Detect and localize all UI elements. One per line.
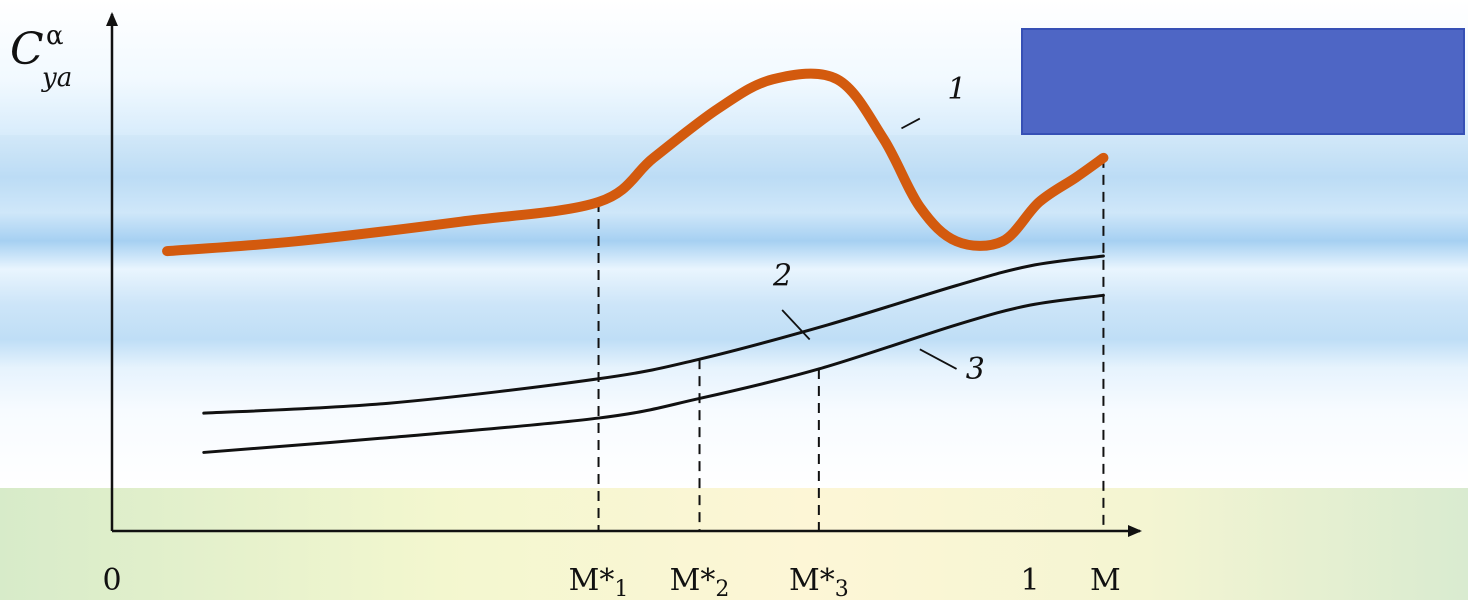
curve-label-leaders	[781, 117, 957, 370]
series-3-line	[202, 293, 1105, 454]
curve-label-2: 2	[772, 259, 792, 294]
tick-m2-label: M*2	[670, 563, 730, 600]
y-axis-label-sub: ya	[41, 63, 72, 93]
background-middle-band	[0, 135, 1468, 488]
curve-label-3-leader	[919, 348, 957, 370]
background-bottom-band	[0, 488, 1468, 600]
curve-label-2-leader	[781, 309, 811, 341]
legend-box	[1021, 28, 1465, 135]
x-tick-labels: 0 M*1 M*2 M*3 1	[102, 563, 1039, 600]
y-axis-label: C ya α	[10, 21, 72, 93]
curve-label-1: 1	[947, 72, 966, 107]
series-group	[162, 68, 1109, 454]
tick-0-label: 0	[102, 563, 121, 598]
x-axis-label: M	[1090, 563, 1121, 598]
series-2-line	[202, 254, 1105, 415]
tick-m1-label: M*1	[569, 563, 629, 600]
curve-labels: 1 2 3	[772, 72, 985, 387]
series-1-line	[162, 68, 1109, 257]
y-axis-label-sup: α	[46, 21, 64, 51]
axes	[106, 12, 1142, 537]
dashed-guides	[597, 157, 1105, 531]
tick-1-label: 1	[1020, 563, 1039, 598]
curve-label-1-leader	[901, 117, 921, 130]
tick-m3-label: M*3	[789, 563, 849, 600]
y-axis-label-main: C	[10, 24, 44, 75]
curve-label-3: 3	[966, 352, 985, 387]
